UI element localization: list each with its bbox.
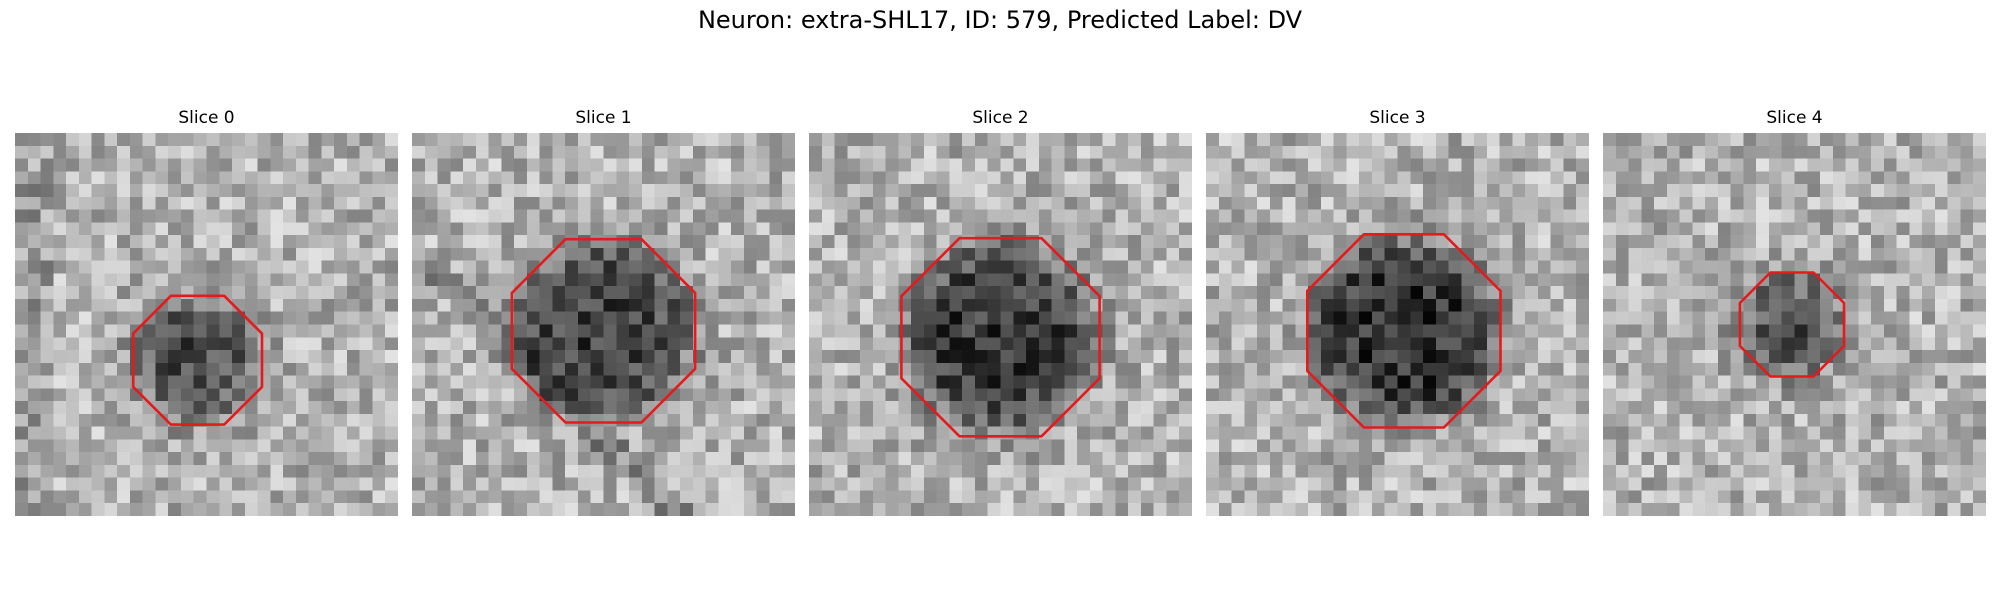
slice-image <box>412 133 795 516</box>
neuron-contour <box>1738 271 1846 378</box>
slice-title: Slice 2 <box>972 108 1029 128</box>
slice-title: Slice 0 <box>178 108 235 128</box>
neuron-contour <box>1306 233 1502 429</box>
slice-image <box>809 133 1192 516</box>
slice-image <box>15 133 398 516</box>
neuron-contour <box>510 237 697 424</box>
slice-image <box>1603 133 1986 516</box>
slice-title: Slice 3 <box>1369 108 1426 128</box>
neuron-contour <box>131 294 264 426</box>
slice-image <box>1206 133 1589 516</box>
slice-title: Slice 1 <box>575 108 632 128</box>
figure-title: Neuron: extra-SHL17, ID: 579, Predicted … <box>697 6 1303 34</box>
neuron-contour <box>900 236 1101 438</box>
slice-title: Slice 4 <box>1766 108 1823 128</box>
